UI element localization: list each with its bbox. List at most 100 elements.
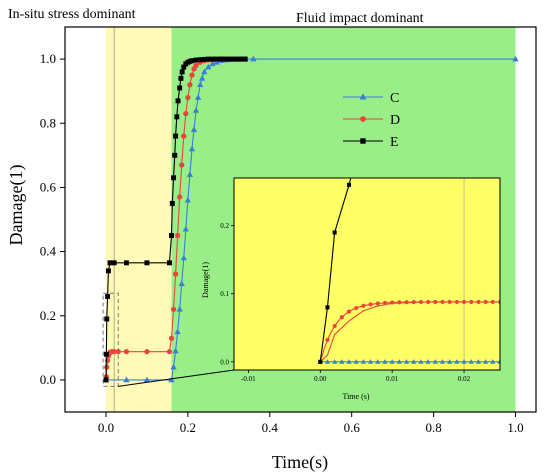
inset-frame [233,177,501,371]
inset-data-point-E [332,230,337,235]
main-plot: 0.0 0.2 0.4 0.6 0.8 1.0 0.0 0.2 0.4 0.6 0.8 1.0 CDE -… [40,26,537,435]
y-tick-label: 1.0 [40,51,56,66]
data-point-D [111,349,117,355]
x-tick-label: 0.0 [98,420,114,435]
data-point-C [192,107,200,113]
data-point-D [174,232,181,239]
data-point-E [193,57,199,63]
data-point-E [103,377,109,383]
inset-data-point-E [318,359,323,364]
data-point-C [176,306,183,312]
x-tick-label: 1.0 [507,420,523,435]
data-point-E [169,233,174,239]
data-point-E [205,56,211,62]
data-point-D [172,271,179,277]
data-point-E [169,200,175,206]
inset-y-tick-label: 0.2 [220,222,229,230]
data-point-D [183,110,189,117]
data-point-C [123,376,130,383]
data-point-E [107,260,113,266]
data-point-C [182,225,189,232]
data-point-D [168,335,175,341]
inset-data [317,178,500,364]
data-point-C [184,196,192,203]
data-point-E [177,85,183,91]
inset-y-tick-label: 0.1 [220,290,229,298]
data-point-E [103,351,109,357]
data-point-E [226,56,232,62]
data-point-E [174,114,180,120]
legend-label-D: D [390,113,400,128]
x-tick-label: 0.6 [344,420,361,435]
data-point-D [104,364,110,370]
data-point-D [144,349,150,355]
data-point-E [218,56,224,62]
inset-x-tick-label: 0.02 [458,375,471,383]
data-point-C [205,63,212,70]
data-point-E [111,260,117,266]
inset-x-tick-label: 0.00 [314,375,327,383]
y-axis-title: Damage(1) [6,165,27,246]
data-point-E [178,75,184,81]
data-point-E [230,56,236,62]
data-point-E [173,133,179,139]
data-point-E [104,316,110,322]
data-point-C [190,126,198,132]
data-point-E [105,268,111,274]
plot-frame [64,26,537,413]
data-point-E [172,152,178,158]
data-point-E [197,57,203,63]
data-point-C [172,347,179,354]
data-point-D [187,82,193,88]
data-point-D [166,349,173,355]
data-point-C [188,145,196,152]
x-tick-label: 0.2 [180,420,196,435]
data-point-D [181,133,187,139]
region-band-0 [105,27,172,412]
data-point-E [242,56,248,62]
series-E [103,56,248,383]
data-point-D [177,194,183,200]
x-tick-label: 0.8 [425,420,441,435]
data-point-E [175,98,181,104]
data-point-E [105,294,111,299]
region-label-in-situ: In-situ stress dominant [8,7,136,22]
y-tick-label: 0.6 [40,179,57,194]
inset-x-axis-title: Time (s) [342,392,369,401]
y-tick-label: 0.8 [40,115,56,130]
data-point-C [199,75,206,81]
data-point-D [123,349,130,355]
data-point-E [214,56,220,62]
data-point-D [185,94,191,101]
inset-data-point-E [325,305,330,310]
legend-marker-D [360,116,366,122]
data-point-D [179,162,185,168]
legend: CDE [343,91,400,150]
data-point-E [238,56,244,62]
data-point-C [194,94,202,100]
legend-marker-C [359,93,367,100]
inset-y-axis-title: Damage(1) [201,262,210,298]
data-point-D [193,62,199,69]
data-point-C [250,55,257,62]
data-point-C [180,254,187,261]
inset-background [234,178,500,370]
data-point-E [189,58,195,64]
data-point-E [179,69,185,75]
data-point-C [209,60,216,67]
x-tick-label: 0.4 [262,420,279,435]
data-point-C [168,376,175,383]
data-point-D [170,306,177,312]
data-point-E [166,260,172,266]
y-tick-label: 0.0 [40,372,56,387]
legend-marker-E [360,138,366,144]
data-point-C [512,55,519,62]
data-point-E [222,56,228,62]
data-point-C [178,280,185,286]
data-point-C [197,81,204,88]
data-point-C [170,363,177,370]
region-label-fluid: Fluid impact dominant [296,11,424,26]
data-point-C [201,68,208,75]
legend-label-E: E [390,135,399,150]
